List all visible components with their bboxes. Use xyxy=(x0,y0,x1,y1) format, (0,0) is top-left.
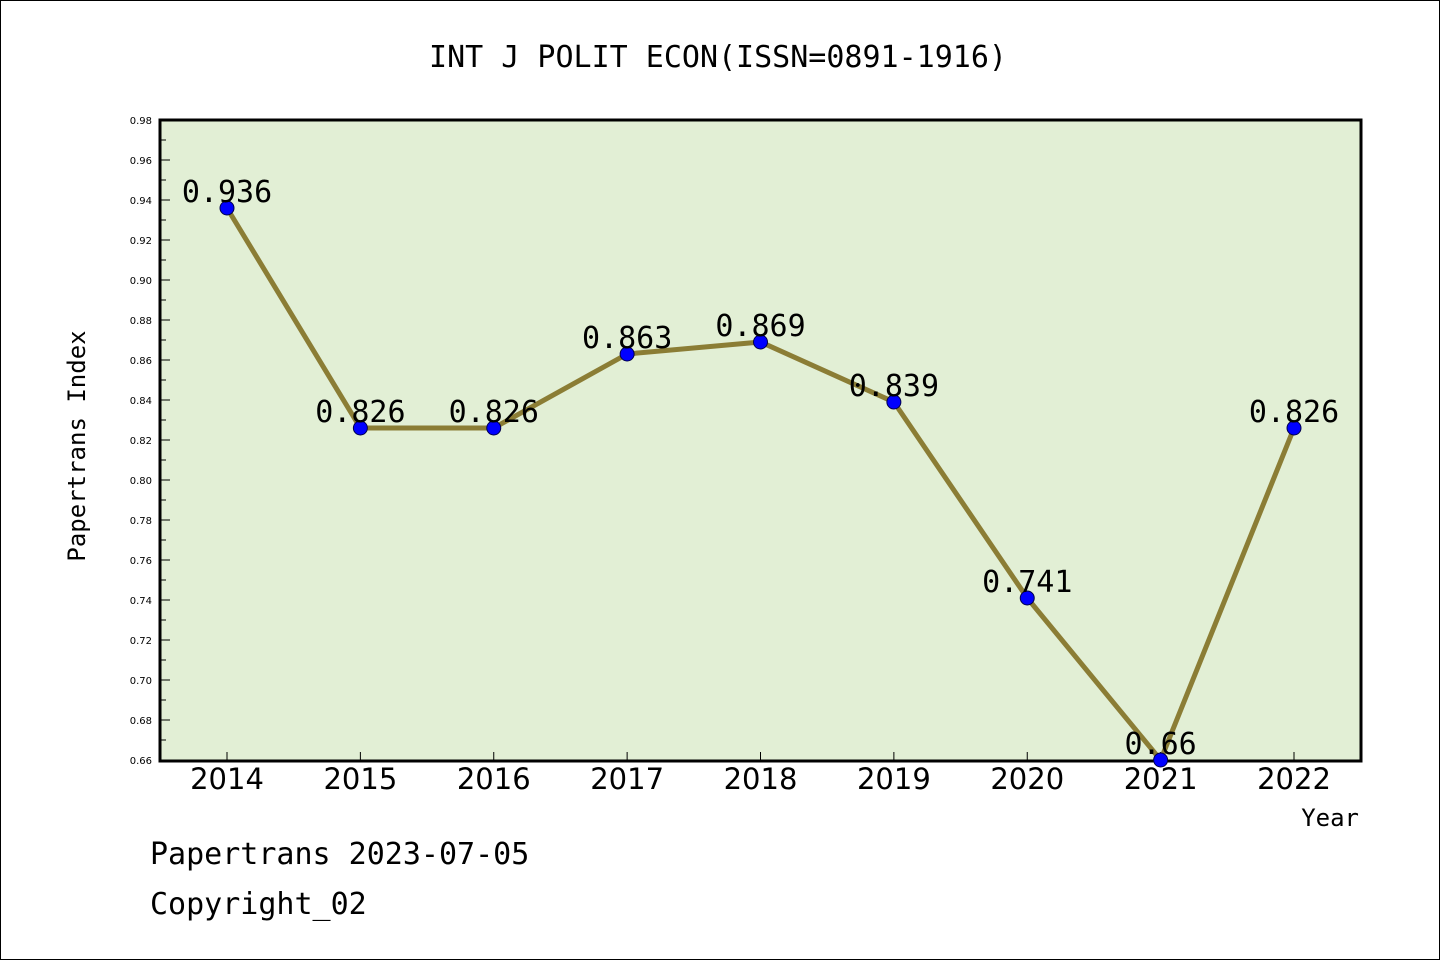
data-points xyxy=(219,200,1302,768)
data-point-label: 0.826 xyxy=(1249,395,1339,430)
y-tick-label: 0.76 xyxy=(130,556,152,567)
data-point-label: 0.839 xyxy=(849,369,939,404)
y-tick-label: 0.92 xyxy=(130,236,152,247)
data-labels: 0.936 0.826 0.826 0.863 0.869 0.839 0.741 0.66 0… xyxy=(182,175,1339,762)
x-tick-label: 2015 xyxy=(323,762,397,796)
data-point-marker xyxy=(1019,590,1035,606)
data-point-label: 0.826 xyxy=(315,395,405,430)
y-tick-label: 0.86 xyxy=(130,356,152,367)
data-point-marker xyxy=(219,200,235,216)
x-axis-ticks: 2014 2015 2016 2017 2018 2019 2020 2021 2022 xyxy=(190,752,1331,796)
y-tick-label: 0.78 xyxy=(130,516,152,527)
y-tick-label: 0.88 xyxy=(130,316,152,327)
x-tick-label: 2019 xyxy=(857,762,931,796)
y-tick-label: 0.98 xyxy=(130,116,152,127)
data-point-marker xyxy=(619,346,635,362)
chart-title: INT J POLIT ECON(ISSN=0891-1916) xyxy=(429,40,1007,75)
footer-date: Papertrans 2023-07-05 xyxy=(150,837,529,872)
data-point-label: 0.826 xyxy=(449,395,539,430)
footer-copyright: Copyright_02 xyxy=(150,887,367,922)
data-point-marker xyxy=(1153,752,1169,768)
x-tick-label: 2021 xyxy=(1124,762,1198,796)
y-tick-label: 0.66 xyxy=(130,756,152,767)
y-tick-label: 0.72 xyxy=(130,636,152,647)
y-tick-label: 0.82 xyxy=(130,436,152,447)
data-point-marker xyxy=(486,420,502,436)
y-tick-label: 0.94 xyxy=(130,196,152,207)
x-tick-label: 2018 xyxy=(724,762,798,796)
y-tick-label: 0.68 xyxy=(130,716,152,727)
x-tick-label: 2014 xyxy=(190,762,264,796)
data-point-marker xyxy=(886,394,902,410)
y-tick-label: 0.80 xyxy=(130,476,152,487)
data-point-label: 0.66 xyxy=(1125,727,1197,762)
y-tick-label: 0.90 xyxy=(130,276,152,287)
x-tick-label: 2022 xyxy=(1257,762,1331,796)
data-point-marker xyxy=(352,420,368,436)
data-point-marker xyxy=(753,334,768,350)
data-point-label: 0.863 xyxy=(582,321,672,356)
x-tick-label: 2020 xyxy=(990,762,1064,796)
x-tick-label: 2016 xyxy=(457,762,531,796)
data-point-label: 0.936 xyxy=(182,175,272,210)
y-axis-ticks: 0.66 0.68 0.70 0.72 0.74 0.76 0.78 0.80 0.82 0.84… xyxy=(130,116,170,767)
x-tick-label: 2017 xyxy=(590,762,664,796)
data-point-label: 0.741 xyxy=(982,565,1072,600)
y-tick-label: 0.96 xyxy=(130,156,152,167)
plot-area xyxy=(158,118,1363,763)
y-tick-label: 0.70 xyxy=(130,676,152,687)
y-tick-label: 0.84 xyxy=(130,396,152,407)
y-tick-label: 0.74 xyxy=(130,596,152,607)
data-point-marker xyxy=(1286,420,1302,436)
data-point-label: 0.869 xyxy=(715,309,805,344)
x-axis-label: Year xyxy=(1301,804,1359,832)
y-axis-label: Papertrans Index xyxy=(63,330,91,561)
